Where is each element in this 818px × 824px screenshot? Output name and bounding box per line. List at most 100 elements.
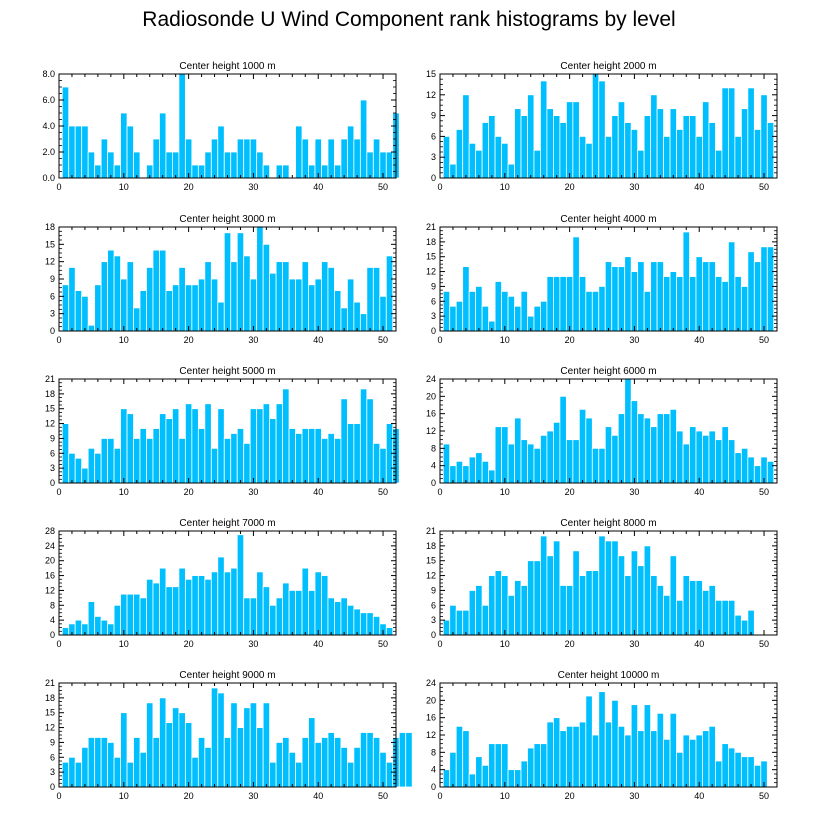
y-tick-label: 0 <box>50 782 55 792</box>
bar <box>546 721 554 788</box>
bar <box>217 692 225 788</box>
bar <box>139 597 147 636</box>
bar <box>501 290 509 332</box>
bar <box>146 438 154 484</box>
bar <box>172 586 180 636</box>
bar <box>243 597 251 636</box>
y-tick-label: 6 <box>50 448 55 458</box>
bar <box>643 290 652 332</box>
bar <box>514 108 522 179</box>
panel-4: Center height 4000 m 0 10 20 30 40 50 0 3 6 9 12 15 1… <box>426 214 778 345</box>
bar <box>81 746 89 788</box>
bar <box>462 609 470 636</box>
bar <box>721 599 729 636</box>
y-tick-label: 24 <box>426 678 436 688</box>
bar <box>126 761 134 788</box>
x-tick-label: 40 <box>694 639 704 649</box>
bar <box>676 276 684 332</box>
bar <box>669 712 677 788</box>
bar <box>663 135 671 179</box>
x-tick-label: 50 <box>378 487 388 497</box>
bar <box>540 80 548 179</box>
bar <box>346 604 355 636</box>
panel-5: Center height 5000 m 0 10 20 30 40 50 0 3 6 9 12 15 1… <box>45 366 400 497</box>
y-tick-label: 9 <box>50 433 55 443</box>
bar <box>159 249 167 332</box>
y-tick-label: 15 <box>426 69 436 79</box>
bar <box>572 439 580 484</box>
bar <box>585 570 593 636</box>
bar <box>708 585 716 636</box>
bar <box>740 447 749 484</box>
bar <box>559 395 567 484</box>
bar <box>120 112 128 179</box>
bar <box>682 443 690 484</box>
bar <box>669 108 677 179</box>
bar <box>191 408 199 484</box>
x-tick-label: 0 <box>56 791 61 801</box>
bar <box>507 769 515 788</box>
x-tick-label: 0 <box>437 335 442 345</box>
bar <box>191 575 199 636</box>
bar <box>695 430 703 484</box>
bar <box>708 261 716 332</box>
y-tick-label: 8 <box>50 600 55 610</box>
bar <box>740 619 749 636</box>
bar <box>604 261 613 332</box>
bar <box>630 704 639 788</box>
bar <box>217 408 225 484</box>
bar <box>107 151 115 179</box>
x-tick-label: 50 <box>759 335 769 345</box>
bar <box>734 276 742 332</box>
bar <box>178 73 186 179</box>
bar <box>527 94 535 179</box>
bar <box>340 746 348 788</box>
bar <box>379 447 387 484</box>
bar <box>74 125 83 179</box>
bar <box>676 430 684 484</box>
bar <box>359 99 368 179</box>
bar <box>210 278 219 332</box>
y-tick-label: 21 <box>426 526 436 536</box>
bar <box>74 290 83 332</box>
bar <box>191 756 199 788</box>
bar <box>553 115 561 179</box>
bar <box>334 438 342 484</box>
bar <box>346 278 355 332</box>
panel-title: Center height 8000 m <box>560 518 656 529</box>
bar <box>650 575 658 636</box>
x-tick-label: 20 <box>565 791 575 801</box>
bar <box>340 307 348 332</box>
bar <box>87 324 96 332</box>
x-tick-label: 10 <box>500 791 510 801</box>
bar <box>630 271 639 332</box>
bar <box>702 434 710 484</box>
bar <box>740 286 749 332</box>
x-tick-label: 10 <box>119 639 129 649</box>
bar <box>572 725 580 788</box>
x-tick-label: 30 <box>248 487 258 497</box>
bar <box>107 438 115 484</box>
bar <box>256 571 264 636</box>
bar <box>204 261 212 332</box>
bar <box>340 138 348 179</box>
bar <box>585 290 593 332</box>
bar <box>656 108 664 179</box>
bar <box>598 286 606 332</box>
y-tick-label: 0 <box>431 782 436 792</box>
x-tick-label: 10 <box>500 487 510 497</box>
bar <box>282 388 290 484</box>
bar <box>475 452 483 484</box>
bar <box>346 423 355 484</box>
bar <box>624 575 632 636</box>
panel-title: Center height 3000 m <box>179 214 275 225</box>
x-tick-label: 20 <box>184 335 194 345</box>
bar <box>481 604 490 636</box>
bar <box>68 267 76 332</box>
bar <box>236 534 245 636</box>
bar <box>501 426 509 484</box>
bar <box>172 151 180 179</box>
x-tick-label: 20 <box>565 487 575 497</box>
bar <box>727 599 736 636</box>
